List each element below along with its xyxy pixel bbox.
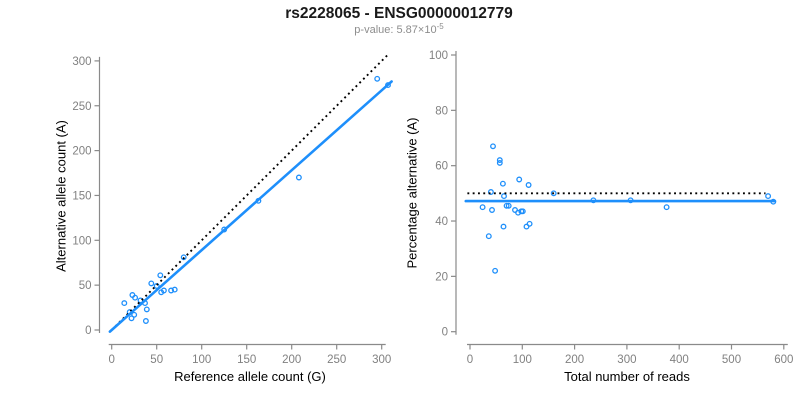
right-y-tick-label: 40 <box>435 216 448 228</box>
right-y-tick-label: 80 <box>435 105 448 117</box>
left-data-point <box>168 287 175 294</box>
right-data-point <box>500 223 507 230</box>
right-data-point <box>492 267 499 274</box>
right-data-point <box>490 143 496 150</box>
right-x-tick-label: 200 <box>565 354 584 366</box>
left-data-point <box>180 254 187 261</box>
left-data-point <box>153 283 160 289</box>
right-x-tick-label: 400 <box>670 354 689 366</box>
right-data-point <box>526 220 533 227</box>
right-data-point <box>550 190 557 197</box>
left-x-tick-label: 50 <box>150 354 163 366</box>
right-data-point <box>663 204 670 211</box>
left-y-tick-label: 50 <box>79 280 92 292</box>
pvalue-value: 5.87×10 <box>396 24 437 36</box>
left-data-point <box>121 300 128 307</box>
left-y-axis-title: Alternative allele count (A) <box>53 120 69 272</box>
left-data-point <box>148 280 155 287</box>
left-data-point <box>143 306 150 313</box>
left-x-tick-label: 200 <box>282 354 301 366</box>
right-data-point <box>501 193 507 200</box>
left-data-point <box>132 294 139 301</box>
right-data-point <box>485 233 492 240</box>
left-y-tick-label: 200 <box>72 146 91 158</box>
right-data-point <box>487 189 494 195</box>
left-y-tick-label: 150 <box>72 190 91 202</box>
right-x-axis-title: Total number of reads <box>564 369 690 384</box>
right-x-tick-label: 500 <box>722 354 741 366</box>
left-x-tick-label: 100 <box>192 354 211 366</box>
right-data-point <box>519 208 526 215</box>
right-data-point <box>496 157 503 164</box>
left-y-tick-label: 0 <box>85 325 91 337</box>
right-y-tick-label: 0 <box>442 327 448 339</box>
left-y-tick-label: 300 <box>72 56 91 68</box>
page-title: rs2228065 - ENSG00000012779 <box>285 5 513 22</box>
pvalue-exponent: -5 <box>436 22 444 31</box>
right-x-tick-label: 600 <box>774 354 793 366</box>
page-subtitle: p-value: 5.87×10-5 <box>0 22 798 36</box>
right-data-point <box>479 204 486 211</box>
right-y-axis-title: Percentage alternative (A) <box>404 117 420 269</box>
left-data-point <box>142 318 149 324</box>
pvalue-label: p-value: <box>354 24 397 36</box>
right-x-tick-label: 0 <box>467 354 473 366</box>
left-fit-line <box>108 80 393 333</box>
left-identity-line <box>111 54 388 331</box>
left-data-point <box>374 75 381 82</box>
right-x-tick-label: 100 <box>513 354 532 366</box>
left-x-tick-label: 150 <box>237 354 256 366</box>
right-data-point <box>489 207 495 213</box>
left-data-point <box>128 315 135 322</box>
left-data-point <box>160 287 167 294</box>
left-x-tick-label: 250 <box>327 354 346 366</box>
left-data-point <box>137 297 144 304</box>
right-y-tick-label: 60 <box>435 161 448 173</box>
left-data-point <box>295 174 302 181</box>
left-y-tick-label: 250 <box>72 101 91 113</box>
left-y-tick-label: 100 <box>72 235 91 247</box>
right-data-point <box>496 159 503 166</box>
left-data-point <box>157 272 164 279</box>
right-data-point <box>505 202 512 209</box>
left-x-tick-label: 300 <box>372 354 391 366</box>
right-y-tick-label: 100 <box>429 50 448 62</box>
right-x-tick-label: 300 <box>617 354 636 366</box>
left-data-point <box>171 286 178 293</box>
right-data-point <box>503 202 510 209</box>
right-data-point <box>516 176 523 183</box>
right-data-point <box>765 193 772 200</box>
right-y-tick-label: 20 <box>435 271 448 283</box>
right-data-point <box>525 182 532 188</box>
left-x-axis-title: Reference allele count (G) <box>174 369 326 384</box>
left-x-tick-label: 0 <box>108 354 114 366</box>
left-data-point <box>131 311 138 318</box>
right-data-point <box>499 180 506 187</box>
